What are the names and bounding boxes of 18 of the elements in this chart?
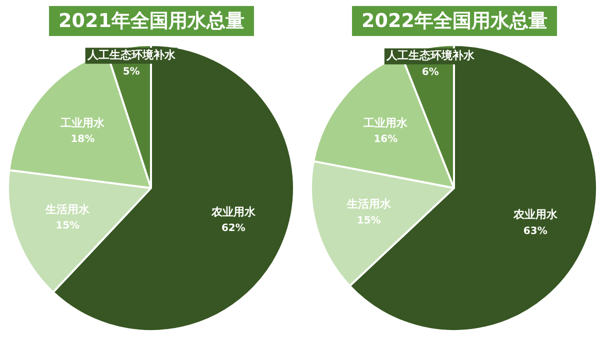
slice-label: 生活用水 <box>346 198 392 211</box>
slice-label: 工业用水 <box>362 116 409 130</box>
data-label: 16% <box>374 134 398 146</box>
data-label: 15% <box>356 215 381 226</box>
slice-label: 农业用水 <box>210 205 256 218</box>
slice-label: 农业用水 <box>512 208 558 222</box>
data-label: 62% <box>221 223 246 234</box>
chart-title: 2022年全国用水总量 <box>352 6 558 36</box>
slice-label: 工业用水 <box>60 116 106 130</box>
data-label: 63% <box>523 226 548 237</box>
chart-title: 2021年全国用水总量 <box>48 6 254 36</box>
slice-label: 人工生态环境补水 <box>86 48 176 62</box>
data-label: 6% <box>422 66 439 78</box>
data-label: 5% <box>122 66 140 78</box>
slice-label: 人工生态环境补水 <box>385 49 476 62</box>
data-label: 15% <box>56 220 80 232</box>
slice-label: 生活用水 <box>44 202 91 216</box>
data-label: 18% <box>70 134 95 146</box>
